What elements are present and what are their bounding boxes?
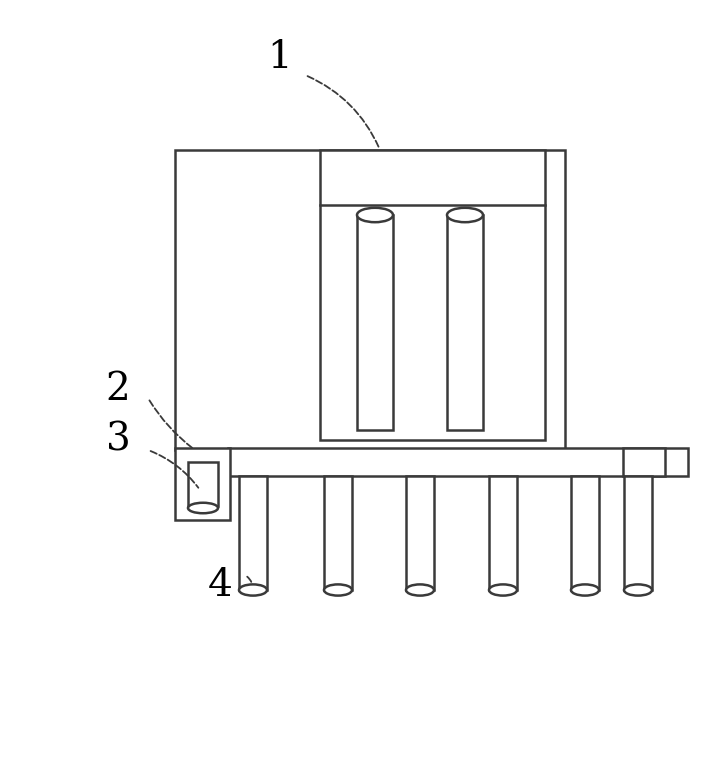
Ellipse shape <box>188 503 218 513</box>
Text: 2: 2 <box>106 371 130 409</box>
Bar <box>571 476 599 590</box>
Bar <box>228 448 688 476</box>
Bar <box>623 448 665 476</box>
Text: 1: 1 <box>268 39 292 77</box>
Bar <box>239 476 267 590</box>
Text: 3: 3 <box>106 421 130 459</box>
Ellipse shape <box>489 584 517 596</box>
Ellipse shape <box>406 584 434 596</box>
Bar <box>447 215 483 430</box>
Ellipse shape <box>239 584 267 596</box>
Bar <box>175 150 565 450</box>
Bar <box>188 462 218 506</box>
Bar <box>489 476 517 590</box>
Text: 4: 4 <box>208 566 233 604</box>
Bar <box>175 448 230 520</box>
Bar <box>357 215 393 430</box>
Ellipse shape <box>447 207 483 222</box>
Ellipse shape <box>357 207 393 222</box>
Bar <box>320 150 545 440</box>
Bar <box>406 476 434 590</box>
Ellipse shape <box>571 584 599 596</box>
Bar <box>324 476 352 590</box>
Ellipse shape <box>624 584 652 596</box>
Bar <box>624 476 652 590</box>
Ellipse shape <box>324 584 352 596</box>
